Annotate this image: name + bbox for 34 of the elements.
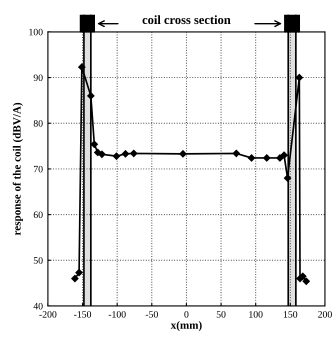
point bbox=[232, 150, 240, 158]
point bbox=[248, 154, 256, 162]
y-tick-label: 70 bbox=[34, 166, 43, 172]
point bbox=[280, 152, 288, 159]
point bbox=[302, 278, 310, 285]
x-axis-title: x(mm) bbox=[170, 321, 202, 332]
point bbox=[179, 150, 187, 158]
point bbox=[276, 154, 284, 162]
y-tick-label: 60 bbox=[34, 212, 43, 218]
x-tick-label: -200 bbox=[39, 311, 56, 318]
point bbox=[90, 140, 98, 148]
x-tick-label: 150 bbox=[284, 311, 298, 318]
x-tick-label: -50 bbox=[146, 311, 158, 318]
y-tick-label: 40 bbox=[34, 302, 43, 310]
y-tick-label: 80 bbox=[34, 120, 43, 127]
x-tick-label: -100 bbox=[108, 311, 126, 318]
point bbox=[71, 274, 79, 282]
point bbox=[263, 154, 270, 162]
y-tick-label: 90 bbox=[34, 74, 43, 82]
point bbox=[296, 74, 303, 82]
x-tick-label: -150 bbox=[74, 311, 92, 318]
y-axis-title: response of the coil (dBV/A) bbox=[12, 102, 23, 236]
point bbox=[75, 268, 83, 276]
x-tick-label: 50 bbox=[216, 311, 226, 318]
y-tick-label: 100 bbox=[29, 28, 43, 36]
text: coil cross section bbox=[142, 15, 231, 24]
x-tick-label: 0 bbox=[184, 311, 188, 318]
point bbox=[98, 150, 106, 158]
point bbox=[112, 152, 120, 160]
x-tick-label: 100 bbox=[249, 311, 263, 318]
point bbox=[122, 150, 130, 158]
point bbox=[130, 150, 138, 158]
x-tick-label: 200 bbox=[318, 311, 332, 318]
y-tick-label: 50 bbox=[34, 257, 43, 264]
